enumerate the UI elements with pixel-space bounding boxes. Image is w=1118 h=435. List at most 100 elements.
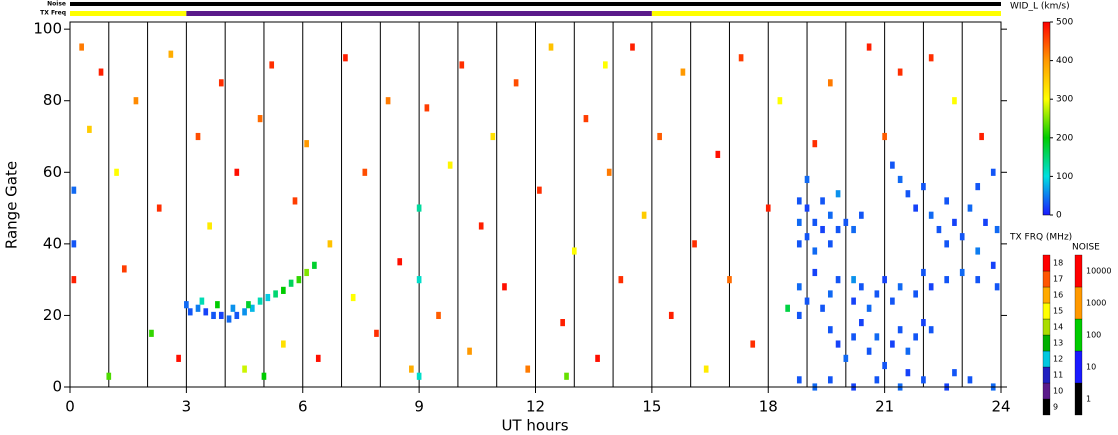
data-cell (928, 54, 934, 62)
data-cell (874, 333, 880, 341)
data-cell (820, 225, 825, 234)
data-cell (447, 161, 453, 169)
data-cell (952, 97, 957, 105)
data-cell (397, 258, 403, 266)
data-cell (785, 304, 790, 312)
data-cell (827, 326, 833, 334)
data-cell (921, 376, 926, 384)
data-cell (975, 247, 981, 255)
data-cell (234, 168, 240, 176)
data-cell (967, 204, 973, 212)
data-cell (796, 311, 802, 320)
colorbar-label: 300 (1056, 95, 1073, 105)
data-cell (343, 54, 348, 62)
data-cell (168, 50, 174, 58)
scale-label: 17 (1053, 275, 1063, 284)
data-cell (187, 308, 193, 316)
data-cell (820, 197, 825, 205)
scale-block (1074, 350, 1083, 384)
data-cell (257, 115, 263, 123)
status-segment (186, 11, 652, 16)
data-cell (715, 150, 721, 158)
colorbar-label: 400 (1056, 56, 1073, 66)
scale-label: 10 (1053, 387, 1063, 396)
data-cell (859, 211, 864, 219)
scale-block (1042, 366, 1051, 384)
data-cell (827, 211, 833, 219)
data-cell (327, 240, 333, 248)
data-cell (630, 43, 635, 51)
y-tick-label: 0 (52, 378, 62, 396)
data-cell (851, 297, 856, 305)
data-cell (851, 276, 856, 284)
data-cell (195, 132, 201, 141)
data-cell (98, 68, 104, 76)
scale-block (1042, 398, 1051, 416)
data-cell (882, 276, 887, 284)
data-cell (843, 354, 849, 362)
data-cell (230, 304, 236, 312)
data-cell (416, 276, 422, 284)
data-cell (478, 222, 484, 230)
data-cell (315, 354, 321, 362)
data-cell (944, 240, 950, 248)
data-cell (133, 97, 139, 105)
data-cell (897, 283, 903, 291)
data-cell (203, 308, 209, 316)
scale-label: 9 (1053, 403, 1058, 412)
data-cell (804, 233, 810, 241)
data-cell (897, 326, 903, 334)
data-cell (835, 340, 841, 348)
data-cell (149, 329, 154, 337)
noise-scale-title: NOISE (1072, 243, 1100, 253)
y-tick-label: 100 (33, 20, 62, 38)
data-cell (921, 268, 926, 277)
scale-label: 12 (1053, 355, 1063, 364)
x-tick-label: 12 (526, 398, 545, 416)
x-tick-label: 0 (65, 398, 75, 416)
data-cell (121, 265, 127, 273)
data-cell (928, 326, 934, 334)
data-cell (525, 365, 531, 373)
data-cell (71, 240, 77, 248)
data-cell (106, 372, 112, 380)
data-cell (890, 297, 895, 305)
data-cell (890, 340, 895, 348)
data-cell (983, 218, 988, 226)
data-cell (913, 333, 918, 341)
data-cell (812, 247, 818, 255)
data-cell (874, 376, 880, 384)
data-cell (537, 186, 542, 194)
status-segment (70, 2, 1001, 6)
x-tick-label: 6 (298, 398, 308, 416)
tx-bar-label: TX Freq (40, 10, 66, 17)
data-cell (490, 132, 496, 141)
data-cell (176, 354, 181, 362)
data-cell (859, 319, 864, 327)
data-cell (835, 190, 841, 198)
x-axis-label: UT hours (501, 417, 568, 435)
data-cell (804, 204, 810, 212)
data-cell (994, 283, 1000, 291)
data-cell (882, 361, 887, 370)
data-cell (959, 233, 965, 241)
scale-block (1042, 302, 1051, 320)
scale-block (1074, 318, 1083, 352)
data-cell (921, 319, 926, 327)
scale-block (1042, 334, 1051, 352)
data-cell (851, 333, 856, 341)
colorbar-title: WID_L (km/s) (1010, 2, 1070, 12)
scale-block (1042, 254, 1051, 272)
data-cell (928, 211, 934, 219)
data-cell (242, 365, 247, 373)
data-cell (350, 293, 356, 302)
scale-label: 16 (1053, 291, 1063, 300)
data-cell (312, 261, 317, 269)
data-cell (727, 276, 732, 284)
y-tick-label: 60 (43, 163, 62, 181)
x-tick-label: 9 (414, 398, 424, 416)
data-cell (304, 268, 309, 277)
data-cell (874, 290, 880, 298)
data-cell (226, 315, 232, 323)
data-cell (304, 140, 309, 148)
